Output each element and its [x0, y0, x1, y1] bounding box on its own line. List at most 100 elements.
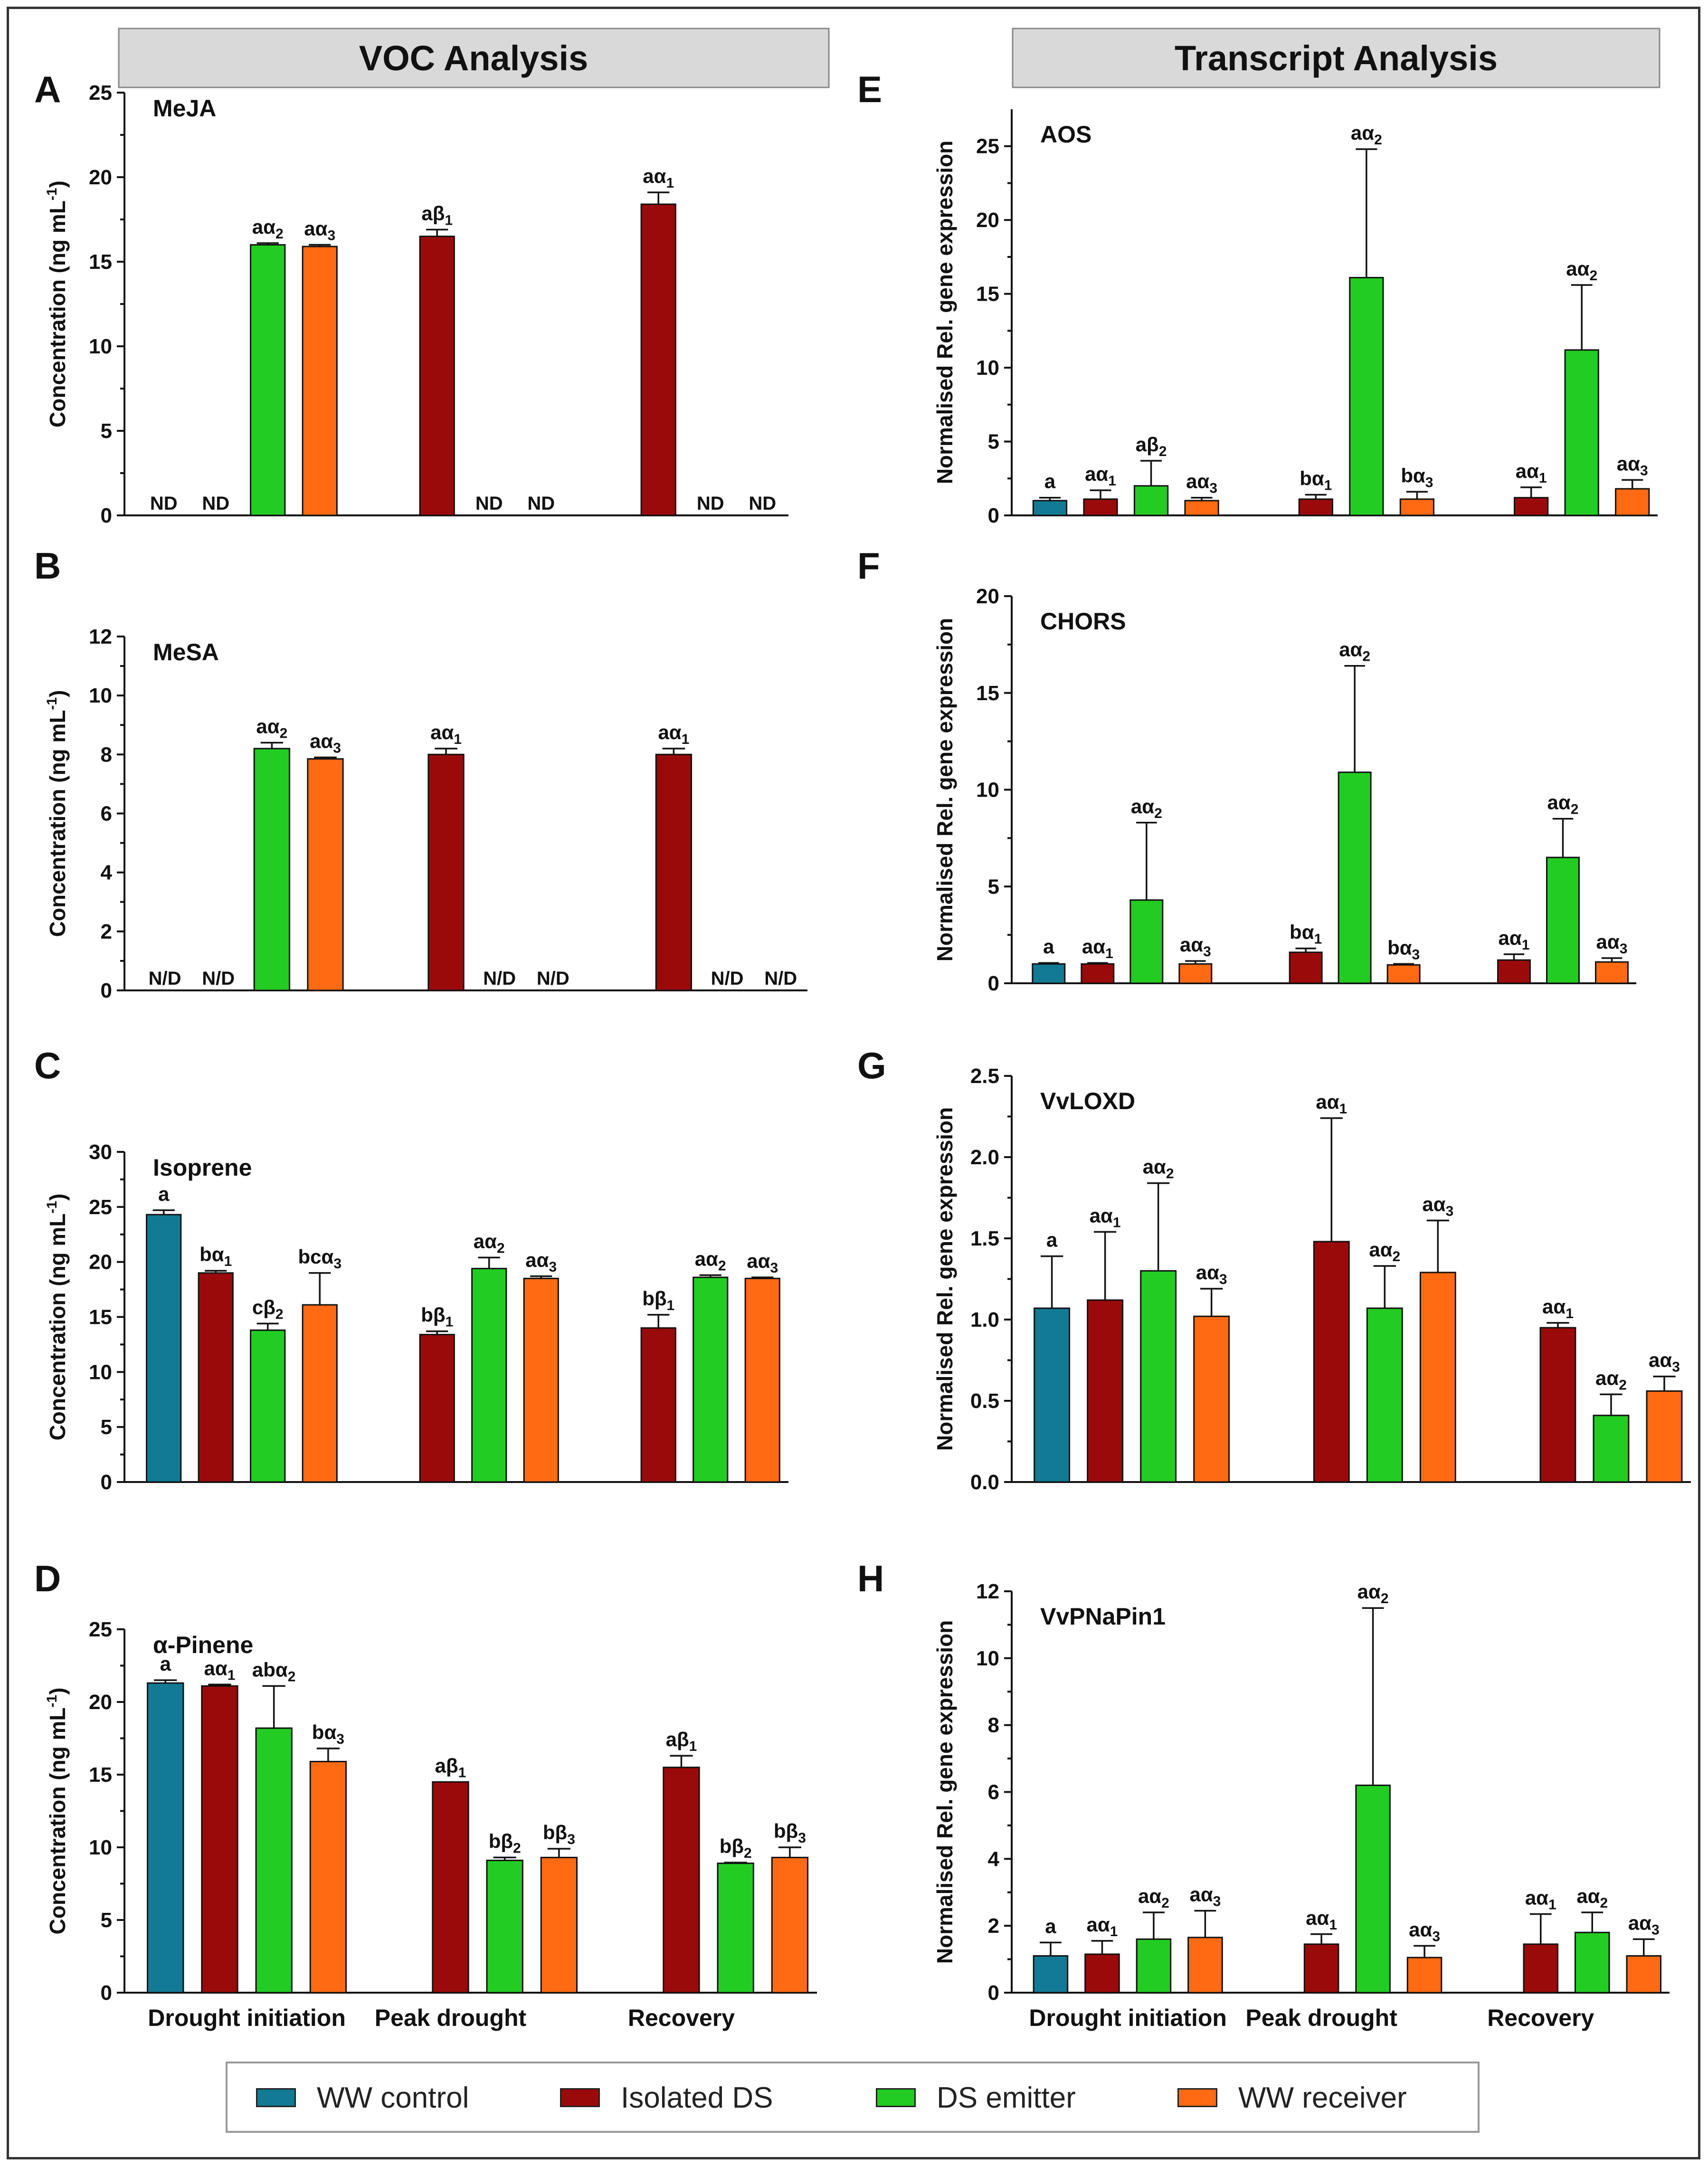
bar-annotation: aα3 [1196, 1261, 1227, 1287]
chart-title: AOS [1040, 121, 1091, 148]
y-tick-label: 5 [988, 430, 999, 454]
nd-label-ds-emitter: ND [475, 493, 503, 514]
panel-b: B MeSA 0 2 4 6 8 10 12 Concentration (ng mL-1) N/D… [34, 545, 807, 1002]
y-tick-label: 2.5 [970, 1064, 999, 1088]
y-tick-label: 5 [101, 1416, 112, 1439]
bar-ww-receiver [523, 1277, 559, 1483]
panel-letter: G [857, 1045, 886, 1086]
y-tick-label: 20 [89, 166, 112, 189]
bar-annotation: a [160, 1653, 171, 1675]
bar-annotation: aα2 [256, 715, 287, 741]
y-tick-label: 2 [988, 1914, 999, 1938]
nd-label-isolated-ds: ND [202, 493, 229, 514]
y-tick-label: 4 [988, 1847, 1000, 1871]
y-tick-label: 20 [89, 1251, 112, 1274]
y-axis-label: Concentration (ng mL-1) [44, 690, 70, 937]
bar-ww-receiver [1184, 500, 1219, 516]
bar-annotation: aα3 [1409, 1918, 1440, 1944]
legend-swatch-isolated-ds [560, 2088, 600, 2107]
panel-letter: D [34, 1558, 61, 1599]
y-tick-label: 15 [976, 283, 999, 306]
bar-annotation: abα2 [252, 1658, 296, 1684]
bar-annotation: a [1043, 935, 1054, 958]
y-tick-label: 0 [101, 1471, 112, 1494]
bar-annotation: aα2 [1357, 1580, 1389, 1606]
bar-annotation: aα1 [1516, 460, 1547, 486]
bar-annotation: bβ2 [489, 1830, 521, 1856]
bar-isolated-ds [201, 1685, 238, 1994]
y-tick-label: 0 [101, 979, 112, 1002]
bar-annotation: aα3 [310, 730, 341, 756]
bar-annotation: bα1 [1290, 921, 1322, 947]
bar-annotation: a [158, 1183, 170, 1205]
y-tick-label: 6 [101, 802, 112, 826]
y-tick-label: 10 [89, 1836, 112, 1859]
y-axis-label: Normalised Rel. gene expression [932, 141, 957, 485]
bar-ds-emitter [1136, 1938, 1172, 1994]
bar-isolated-ds [1081, 963, 1115, 984]
bar-ds-emitter [253, 748, 291, 991]
y-axis-label: Normalised Rel. gene expression [932, 1107, 957, 1451]
bar-ds-emitter [1133, 485, 1169, 516]
bar-ds-emitter [1140, 1270, 1177, 1483]
bar-isolated-ds [1523, 1943, 1559, 1994]
bar-isolated-ds [655, 753, 693, 991]
bar-ww-receiver [302, 246, 338, 516]
bar-annotation: aα3 [1596, 931, 1628, 957]
legend-label-isolated-ds: Isolated DS [621, 2081, 773, 2114]
bar-annotation: aα1 [1542, 1295, 1574, 1321]
bar-annotation: aα1 [1085, 463, 1116, 489]
bar-annotation: bβ1 [421, 1304, 453, 1330]
transcript-header: Transcript Analysis [1012, 28, 1661, 88]
y-tick-label: 20 [976, 209, 999, 232]
panel-letter: E [857, 68, 882, 110]
bar-annotation: bβ3 [543, 1821, 575, 1847]
y-tick-label: 8 [988, 1714, 999, 1737]
bar-ww-receiver [309, 1760, 347, 1994]
bar-ds-emitter [1546, 856, 1580, 984]
bar-annotation: aα3 [304, 217, 335, 243]
bar-annotation: aα2 [1576, 1885, 1608, 1911]
bar-annotation: bα1 [199, 1243, 232, 1269]
bar-annotation: a [1046, 1229, 1058, 1251]
y-tick-label: 1.0 [970, 1308, 999, 1331]
bar-annotation: aα3 [525, 1249, 557, 1275]
chart-title: VvLOXD [1040, 1088, 1135, 1114]
bar-isolated-ds [1303, 1943, 1339, 1994]
category-label: Recovery [628, 2005, 735, 2031]
panel-letter: C [34, 1045, 61, 1086]
bar-annotation: aα2 [1547, 791, 1579, 817]
bar-isolated-ds [1539, 1327, 1576, 1483]
bar-isolated-ds [419, 236, 455, 516]
bar-annotation: a [1044, 470, 1056, 493]
y-tick-label: 0 [988, 972, 999, 995]
y-tick-label: 0.0 [970, 1471, 999, 1494]
bar-annotation: aα3 [1617, 452, 1648, 478]
bar-isolated-ds [432, 1781, 469, 1994]
y-tick-label: 10 [89, 1360, 112, 1384]
bar-annotation: bα1 [1300, 467, 1332, 493]
y-axis-label: Concentration (ng mL-1) [44, 1688, 70, 1935]
bar-annotation: aα1 [658, 721, 689, 747]
bar-annotation: aα1 [430, 721, 462, 747]
nd-label-ww-control: ND [150, 493, 178, 514]
bar-annotation: bβ1 [642, 1287, 674, 1313]
panel-e: E AOS 0 5 10 15 20 25 Normalised Rel. gene expre… [857, 68, 1658, 527]
panel-letter: H [857, 1558, 884, 1599]
bar-annotation: aβ2 [1136, 433, 1167, 459]
y-tick-label: 10 [976, 1647, 999, 1670]
bar-annotation: bβ2 [720, 1835, 752, 1861]
bar-annotation: bβ3 [774, 1820, 806, 1846]
bar-annotation: aβ1 [666, 1728, 697, 1754]
bar-isolated-ds [198, 1272, 234, 1483]
y-tick-label: 15 [89, 250, 112, 274]
legend-item-ds-emitter: DS emitter [876, 2081, 1076, 2114]
nd-label-isolated-ds: N/D [202, 968, 235, 989]
bar-isolated-ds [1289, 951, 1323, 984]
figure-frame [7, 7, 1700, 2159]
bar-annotation: aα2 [1369, 1238, 1400, 1264]
bar-ds-emitter [1593, 1415, 1630, 1483]
bar-isolated-ds [427, 753, 465, 991]
